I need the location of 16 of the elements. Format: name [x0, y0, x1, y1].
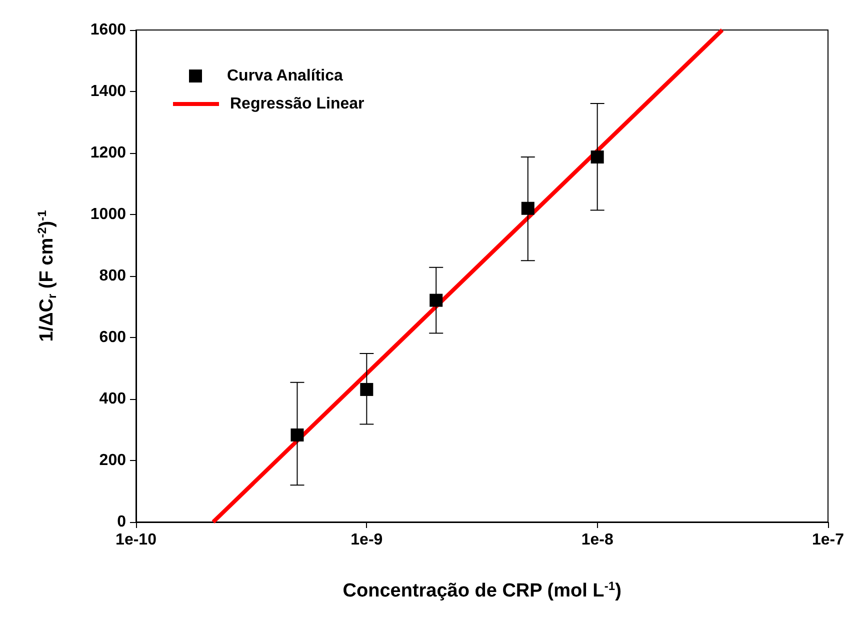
x-tick-label: 1e-7: [812, 532, 844, 548]
y-tick-label: 600: [99, 329, 126, 346]
x-tick-label: 1e-8: [581, 532, 614, 548]
y-tick-label: 1600: [90, 22, 126, 38]
y-tick-label: 400: [99, 390, 126, 408]
y-tick-label: 0: [117, 514, 126, 530]
y-axis-title: 1/ΔCr (F cm-2)-1: [35, 210, 59, 342]
y-tick-label: 800: [99, 268, 126, 284]
legend-label: Curva Analítica: [227, 68, 343, 84]
x-tick-label: 1e-9: [350, 532, 383, 548]
legend-label: Regressão Linear: [230, 96, 364, 112]
y-tick-label: 200: [99, 452, 126, 469]
y-tick-label: 1400: [90, 83, 126, 100]
y-tick-label: 1200: [90, 144, 126, 162]
y-tick-label: 1000: [90, 206, 126, 223]
x-tick-label: 1e-10: [116, 532, 157, 548]
